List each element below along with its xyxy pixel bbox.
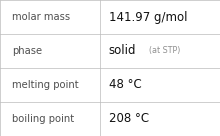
Text: 208 °C: 208 °C bbox=[109, 112, 149, 126]
Text: molar mass: molar mass bbox=[12, 12, 70, 22]
Text: boiling point: boiling point bbox=[12, 114, 74, 124]
Text: 141.97 g/mol: 141.97 g/mol bbox=[109, 10, 187, 24]
Text: solid: solid bbox=[109, 44, 136, 58]
Text: 48 °C: 48 °C bbox=[109, 78, 142, 92]
Text: phase: phase bbox=[12, 46, 42, 56]
Text: (at STP): (at STP) bbox=[148, 47, 180, 55]
Text: melting point: melting point bbox=[12, 80, 79, 90]
